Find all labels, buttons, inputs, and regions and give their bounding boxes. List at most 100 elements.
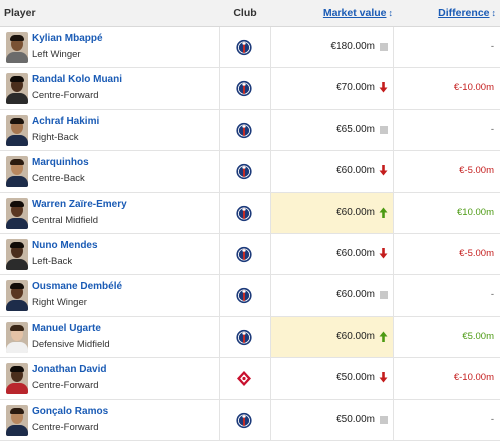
player-position: Left-Back (32, 255, 73, 267)
psg-crest-icon[interactable] (236, 39, 252, 56)
psg-crest-icon[interactable] (236, 205, 252, 222)
table-header: Player Club Market value ↕ Difference ↕ (0, 0, 500, 27)
player-photo[interactable] (6, 114, 28, 146)
market-value: €60.00m (336, 289, 375, 301)
psg-crest-icon[interactable] (236, 246, 252, 263)
psg-crest-icon[interactable] (236, 412, 252, 429)
value-difference: - (490, 123, 494, 135)
trend-unchanged-icon (379, 124, 388, 135)
market-value: €50.00m (336, 372, 375, 384)
psg-crest-icon[interactable] (236, 329, 252, 346)
lille-crest-icon[interactable] (236, 370, 252, 387)
psg-crest-icon[interactable] (236, 163, 252, 180)
market-value-sort-header[interactable]: Market value ↕ (270, 0, 393, 26)
player-photo[interactable] (6, 404, 28, 436)
trend-up-arrow-icon (379, 207, 388, 218)
value-difference: €-5.00m (459, 165, 494, 177)
value-difference: €5.00m (462, 330, 494, 342)
player-column-header: Player (4, 7, 36, 19)
market-value-cell: €60.00m (271, 192, 393, 233)
market-value-cell: €65.00m (271, 110, 393, 150)
psg-crest-icon[interactable] (236, 287, 252, 304)
player-photo[interactable] (6, 238, 28, 270)
player-photo[interactable] (6, 73, 28, 105)
sort-arrows-icon[interactable]: ↕ (388, 8, 394, 18)
market-value-sort-link[interactable]: Market value (322, 7, 387, 19)
value-difference: - (490, 413, 494, 425)
psg-crest-icon[interactable] (236, 122, 252, 139)
player-position: Centre-Forward (32, 380, 99, 392)
trend-unchanged-icon (379, 289, 388, 300)
player-photo[interactable] (6, 156, 28, 188)
value-difference: - (490, 289, 494, 301)
trend-down-arrow-icon (379, 247, 388, 259)
market-value-cell: €70.00m (271, 68, 393, 108)
market-value: €70.00m (336, 82, 375, 94)
table-row: Gonçalo Ramos Centre-Forward €50.00m - (0, 399, 500, 441)
player-name-link[interactable]: Kylian Mbappé (32, 33, 103, 44)
market-value: €60.00m (336, 247, 375, 259)
trend-down-arrow-icon (379, 372, 388, 383)
market-value-cell: €60.00m (271, 151, 393, 191)
player-photo[interactable] (6, 32, 28, 63)
table-row: Ousmane Dembélé Right Winger €60.00m - (0, 275, 500, 317)
market-value-cell: €50.00m (271, 400, 393, 440)
player-name-link[interactable]: Ousmane Dembélé (32, 281, 123, 293)
market-value: €60.00m (336, 206, 375, 218)
trend-down-arrow-icon (379, 82, 388, 93)
sort-arrows-icon[interactable]: ↕ (491, 8, 497, 18)
market-value-cell: €180.00m (271, 27, 393, 67)
psg-crest-icon[interactable] (236, 80, 252, 97)
value-difference: €-10.00m (453, 372, 494, 384)
player-photo[interactable] (6, 363, 28, 395)
market-value-cell: €60.00m (271, 316, 393, 358)
player-position: Right-Back (32, 131, 79, 143)
value-difference: €-10.00m (453, 82, 494, 94)
value-difference: €-5.00m (459, 247, 494, 259)
player-name-link[interactable]: Manuel Ugarte (32, 322, 101, 334)
club-column-header: Club (233, 7, 257, 19)
player-name-link[interactable]: Marquinhos (32, 157, 89, 169)
market-value-cell: €50.00m (271, 358, 393, 398)
player-position: Centre-Forward (32, 90, 99, 102)
player-photo[interactable] (6, 197, 28, 229)
value-difference: - (490, 41, 494, 52)
player-photo[interactable] (6, 280, 28, 312)
trend-unchanged-icon (379, 414, 388, 425)
player-name-link[interactable]: Randal Kolo Muani (32, 74, 122, 86)
table-row: Jonathan David Centre-Forward €50.00m €-… (0, 358, 500, 400)
player-photo[interactable] (6, 321, 28, 353)
difference-sort-header[interactable]: Difference ↕ (393, 0, 496, 26)
player-position: Defensive Midfield (32, 338, 110, 350)
table-row: Nuno Mendes Left-Back €60.00m €-5.00m (0, 233, 500, 276)
market-value-cell: €60.00m (271, 234, 393, 274)
market-value: €60.00m (336, 330, 375, 342)
market-value: €180.00m (330, 41, 375, 52)
player-name-link[interactable]: Jonathan David (32, 364, 107, 376)
table-row: Marquinhos Centre-Back €60.00m €-5.00m (0, 151, 500, 193)
table-row: Kylian Mbappé Left Winger €180.00m - (0, 27, 500, 69)
market-value: €50.00m (336, 413, 375, 425)
player-position: Right Winger (32, 297, 87, 309)
player-name-link[interactable]: Gonçalo Ramos (32, 405, 109, 417)
market-value-cell: €60.00m (271, 275, 393, 315)
player-name-link[interactable]: Nuno Mendes (32, 239, 98, 251)
trend-up-arrow-icon (379, 331, 388, 342)
player-position: Central Midfield (32, 214, 98, 226)
table-row: Manuel Ugarte Defensive Midfield €60.00m… (0, 316, 500, 359)
player-position: Centre-Forward (32, 421, 99, 433)
trend-unchanged-icon (379, 41, 388, 52)
table-row: Warren Zaïre-Emery Central Midfield €60.… (0, 192, 500, 234)
player-name-link[interactable]: Warren Zaïre-Emery (32, 198, 127, 210)
difference-sort-link[interactable]: Difference (438, 7, 490, 19)
market-value: €65.00m (336, 123, 375, 135)
player-position: Left Winger (32, 49, 81, 60)
trend-down-arrow-icon (379, 165, 388, 176)
market-value: €60.00m (336, 165, 375, 177)
player-position: Centre-Back (32, 173, 85, 185)
table-row: Achraf Hakimi Right-Back €65.00m - (0, 109, 500, 152)
player-table-body: Kylian Mbappé Left Winger €180.00m - Ran… (0, 27, 500, 441)
table-row: Randal Kolo Muani Centre-Forward €70.00m… (0, 68, 500, 110)
player-name-link[interactable]: Achraf Hakimi (32, 115, 100, 127)
value-difference: €10.00m (457, 206, 494, 218)
